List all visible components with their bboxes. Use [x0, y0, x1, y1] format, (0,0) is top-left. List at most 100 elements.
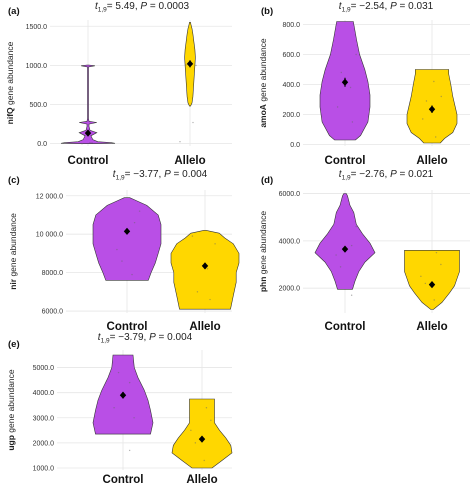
- panel-b: 0.0 200.0 400.0 600.0 800.0 Control Allelo amoA…: [258, 1, 470, 167]
- panel-c: 6000.0 8000.0 10 000.0 12 000.0 Control Allel…: [8, 169, 240, 333]
- control-violin: [314, 193, 376, 290]
- data-point: [191, 235, 194, 237]
- mean-marker: [123, 227, 131, 235]
- stat-annotation: t1,9= −3.79, P = 0.004: [98, 332, 193, 345]
- y-axis-label: amoA gene abundance: [258, 38, 268, 128]
- mean-marker: [186, 60, 194, 68]
- x-category-label: Control: [325, 321, 366, 333]
- mean-marker: [428, 105, 436, 113]
- y-tick-label: 0.0: [37, 141, 47, 148]
- data-point: [190, 429, 192, 432]
- mean-marker: [198, 435, 206, 443]
- allelo-violin: [404, 250, 460, 310]
- data-point: [131, 273, 133, 276]
- data-point: [336, 106, 339, 108]
- y-tick-label: 1000.0: [33, 465, 55, 472]
- data-point: [422, 118, 424, 120]
- data-point: [128, 381, 131, 384]
- data-point: [195, 64, 197, 67]
- data-point: [121, 260, 123, 262]
- data-point: [420, 275, 422, 278]
- data-point: [349, 86, 352, 89]
- y-axis-label: nifQ gene abundance: [5, 41, 15, 124]
- x-category-label: Allelo: [189, 321, 220, 333]
- x-category-label: Allelo: [186, 474, 217, 486]
- data-point: [209, 298, 211, 301]
- y-tick-label: 5000.0: [33, 365, 55, 372]
- data-point: [206, 268, 209, 270]
- y-tick-label: 12 000.0: [36, 193, 63, 200]
- data-point: [435, 251, 438, 254]
- panel-d: 2000.0 4000.0 6000.0 Control Allelo phn gene …: [258, 169, 470, 333]
- data-point: [185, 64, 187, 66]
- y-tick-label: 600.0: [282, 52, 300, 59]
- data-point: [179, 140, 181, 143]
- y-tick-label: 6000.0: [42, 309, 64, 316]
- data-point: [435, 136, 437, 138]
- y-axis-label: phn gene abundance: [258, 211, 268, 293]
- y-axis-label: ugp gene abundance: [6, 369, 16, 451]
- data-point: [192, 121, 194, 124]
- x-category-label: Allelo: [174, 155, 205, 167]
- data-point: [350, 294, 353, 296]
- y-tick-label: 500.0: [29, 102, 47, 109]
- data-point: [214, 243, 216, 245]
- stat-annotation: t1,9= 5.49, P = 0.0003: [95, 1, 190, 14]
- data-point: [350, 244, 353, 247]
- data-point: [425, 100, 428, 102]
- data-point: [128, 449, 131, 452]
- data-point: [138, 210, 141, 212]
- data-point: [117, 371, 120, 374]
- data-point: [351, 121, 354, 123]
- data-point: [196, 291, 199, 293]
- data-point: [89, 142, 91, 144]
- data-point: [424, 282, 427, 285]
- y-tick-label: 10 000.0: [36, 232, 63, 239]
- control-violin: [92, 197, 162, 281]
- y-tick-label: 6000.0: [279, 191, 301, 198]
- panel-a: 0.0 500.0 1000.0 1500.0 Control Allelo nifQ ge…: [5, 1, 232, 167]
- y-tick-label: 200.0: [282, 112, 300, 119]
- data-point: [133, 417, 135, 419]
- y-tick-label: 4000.0: [33, 390, 55, 397]
- data-point: [194, 442, 197, 444]
- data-point: [440, 95, 442, 98]
- panel-label: (a): [8, 6, 20, 17]
- data-point: [97, 142, 99, 144]
- y-tick-label: 1000.0: [26, 63, 48, 70]
- panel-label: (c): [8, 175, 20, 186]
- y-tick-label: 3000.0: [33, 415, 55, 422]
- data-point: [355, 225, 357, 228]
- mean-marker: [428, 281, 436, 289]
- data-point: [203, 459, 205, 462]
- mean-marker: [119, 391, 127, 399]
- mean-marker: [341, 245, 349, 253]
- allelo-violin: [170, 230, 240, 310]
- y-tick-label: 2000.0: [33, 440, 55, 447]
- data-point: [340, 71, 342, 74]
- panel-label: (b): [261, 6, 273, 17]
- data-point: [113, 407, 115, 409]
- data-point: [205, 407, 208, 409]
- x-category-label: Control: [325, 155, 366, 167]
- y-tick-label: 400.0: [282, 82, 300, 89]
- x-category-label: Allelo: [416, 321, 447, 333]
- x-category-label: Control: [68, 155, 109, 167]
- mean-marker: [201, 262, 209, 270]
- y-tick-label: 2000.0: [279, 286, 301, 293]
- data-point: [133, 221, 136, 224]
- data-point: [433, 80, 435, 83]
- panel-label: (d): [261, 175, 273, 186]
- data-point: [355, 53, 357, 56]
- mean-marker: [84, 129, 92, 137]
- data-point: [91, 142, 93, 144]
- y-tick-label: 8000.0: [42, 270, 64, 277]
- control-violin: [60, 64, 116, 144]
- panel-label: (e): [8, 339, 20, 350]
- data-point: [339, 266, 342, 268]
- data-point: [335, 254, 337, 256]
- x-category-label: Control: [103, 474, 144, 486]
- allelo-violin: [171, 398, 233, 469]
- x-category-label: Control: [107, 321, 148, 333]
